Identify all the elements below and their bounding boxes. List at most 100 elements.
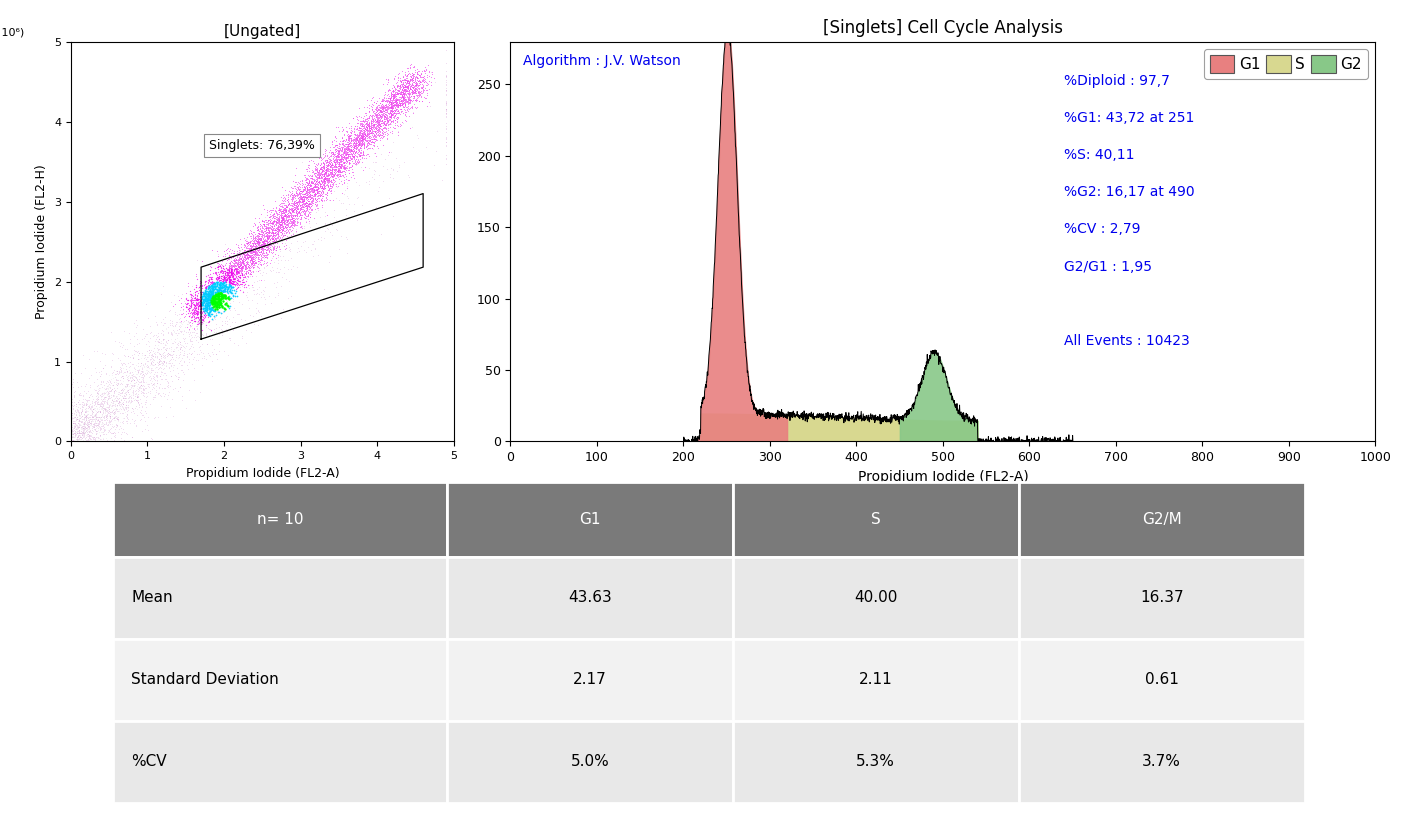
Point bbox=[342, 137, 364, 150]
Point bbox=[299, 177, 322, 190]
Point bbox=[369, 100, 391, 113]
Point bbox=[370, 111, 393, 124]
Point bbox=[214, 281, 237, 294]
Point bbox=[259, 242, 282, 256]
Point bbox=[191, 288, 214, 302]
Point bbox=[275, 233, 298, 247]
Point bbox=[295, 185, 318, 198]
Point bbox=[381, 99, 404, 112]
Point bbox=[308, 195, 330, 208]
Point bbox=[373, 126, 396, 139]
Point bbox=[208, 260, 231, 273]
Point bbox=[313, 149, 336, 162]
Point bbox=[84, 407, 106, 420]
Point bbox=[291, 190, 313, 203]
Point bbox=[286, 212, 309, 225]
Point bbox=[122, 344, 145, 357]
Point bbox=[85, 435, 108, 448]
Point bbox=[85, 389, 108, 402]
Point bbox=[291, 192, 313, 205]
Point bbox=[296, 187, 319, 200]
Point bbox=[401, 80, 424, 93]
Point bbox=[306, 198, 329, 212]
Point bbox=[123, 362, 146, 375]
Point bbox=[74, 435, 96, 448]
Point bbox=[389, 74, 411, 87]
Point bbox=[230, 261, 252, 274]
Point bbox=[238, 251, 261, 264]
Point bbox=[99, 396, 122, 409]
Point bbox=[414, 83, 437, 97]
Point bbox=[82, 433, 105, 446]
Point bbox=[350, 148, 373, 162]
Point bbox=[279, 216, 302, 229]
Point bbox=[264, 239, 286, 252]
Point bbox=[197, 288, 220, 302]
Point bbox=[62, 407, 85, 420]
Point bbox=[288, 187, 311, 201]
Point bbox=[223, 250, 245, 263]
Point bbox=[384, 89, 407, 102]
Point bbox=[401, 121, 424, 134]
Point bbox=[251, 226, 274, 239]
Point bbox=[323, 158, 346, 172]
Point bbox=[162, 337, 184, 350]
Point bbox=[349, 149, 372, 162]
Point bbox=[252, 215, 275, 228]
Point bbox=[92, 409, 115, 422]
Point bbox=[342, 138, 364, 152]
Point bbox=[340, 147, 363, 161]
Point bbox=[335, 163, 357, 177]
Point bbox=[367, 117, 390, 131]
Point bbox=[261, 217, 284, 231]
Point bbox=[169, 324, 191, 337]
Point bbox=[187, 292, 210, 306]
Point bbox=[78, 416, 101, 429]
Point bbox=[387, 67, 410, 81]
Point bbox=[244, 245, 267, 258]
Point bbox=[204, 281, 227, 294]
Point bbox=[213, 252, 235, 266]
Point bbox=[329, 137, 352, 151]
Point bbox=[332, 134, 354, 147]
Point bbox=[203, 297, 225, 311]
Point bbox=[69, 426, 92, 440]
Point bbox=[173, 367, 196, 381]
Point bbox=[325, 155, 347, 168]
Point bbox=[372, 174, 394, 187]
Point bbox=[190, 297, 213, 310]
Point bbox=[411, 81, 434, 94]
Point bbox=[296, 178, 319, 192]
Point bbox=[190, 302, 213, 315]
Point bbox=[208, 292, 231, 306]
Point bbox=[252, 284, 275, 297]
Point bbox=[61, 412, 84, 425]
Point bbox=[176, 337, 199, 350]
Point bbox=[370, 122, 393, 136]
Point bbox=[306, 197, 329, 211]
Point bbox=[372, 101, 394, 114]
Point bbox=[275, 200, 298, 213]
Point bbox=[295, 203, 318, 217]
Point bbox=[336, 156, 359, 169]
Point bbox=[130, 401, 153, 414]
Point bbox=[153, 354, 176, 367]
Point bbox=[354, 135, 377, 148]
Point bbox=[74, 413, 96, 426]
Point bbox=[72, 435, 95, 448]
Point bbox=[377, 93, 400, 107]
Point bbox=[64, 427, 86, 441]
Point bbox=[255, 234, 278, 247]
Point bbox=[381, 101, 404, 114]
Point bbox=[289, 198, 312, 212]
Point bbox=[282, 195, 305, 208]
Point bbox=[72, 412, 95, 426]
Point bbox=[403, 72, 425, 85]
Point bbox=[201, 282, 224, 296]
Point bbox=[189, 310, 211, 323]
Point bbox=[208, 277, 231, 291]
Point bbox=[254, 251, 277, 264]
Point bbox=[396, 84, 418, 97]
Point bbox=[320, 147, 343, 161]
Point bbox=[77, 426, 99, 439]
